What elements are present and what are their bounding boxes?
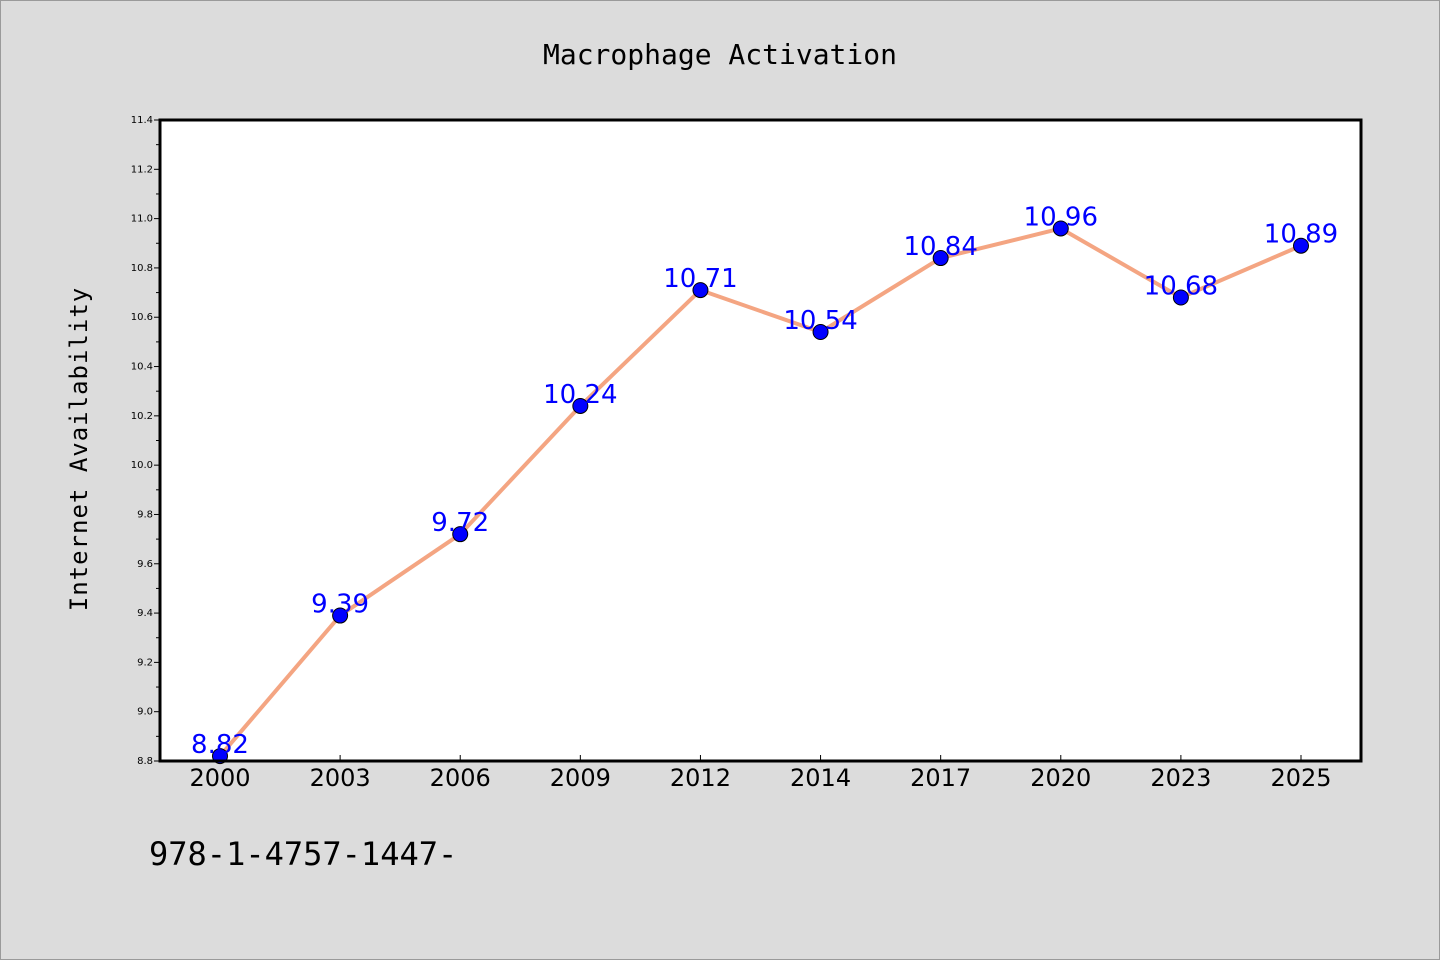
data-label: 9.39 <box>311 590 369 620</box>
data-label: 10.71 <box>663 264 737 294</box>
x-axis: 2000 2003 2006 2009 2012 2014 2017 2020 2023 2025 <box>189 755 1332 792</box>
data-point <box>1052 220 1069 237</box>
data-point <box>1293 237 1309 254</box>
data-point <box>452 526 469 543</box>
data-label: 10.54 <box>783 306 857 336</box>
data-label: 10.96 <box>1024 202 1098 232</box>
x-tick-label: 2023 <box>1150 764 1211 792</box>
y-tick-label: 8.8 <box>137 756 153 767</box>
plot-area <box>160 120 1361 761</box>
data-label: 9.72 <box>431 508 489 538</box>
y-tick-label: 11.4 <box>131 115 153 126</box>
y-tick-label: 10.6 <box>131 312 153 323</box>
series-layer: 8.82 9.39 9.72 10.24 10.71 10.54 10.84 10.96 10.… <box>191 202 1338 765</box>
y-tick-label: 10.4 <box>131 362 153 373</box>
data-point <box>692 282 709 299</box>
y-tick-label: 9.0 <box>137 707 153 718</box>
x-tick-label: 2014 <box>790 764 851 792</box>
y-tick-label: 10.2 <box>131 411 153 422</box>
y-tick-label: 9.6 <box>137 559 153 570</box>
data-point <box>932 250 949 267</box>
data-label: 8.82 <box>191 730 249 760</box>
x-tick-label: 2020 <box>1030 764 1091 792</box>
plot-frame <box>158 118 1363 763</box>
x-tick-label: 2025 <box>1270 764 1331 792</box>
data-label: 10.24 <box>543 380 617 410</box>
y-tick-label: 9.2 <box>137 657 153 668</box>
data-label: 10.84 <box>903 232 977 262</box>
series-line <box>218 226 1302 758</box>
y-tick-label: 11.0 <box>131 214 153 225</box>
data-label: 10.89 <box>1264 220 1338 250</box>
x-tick-label: 2017 <box>910 764 971 792</box>
data-point <box>812 324 829 341</box>
x-tick-label: 2003 <box>310 764 371 792</box>
y-axis-label: Internet Availability <box>65 287 93 611</box>
data-point <box>572 397 589 414</box>
x-tick-label: 2012 <box>670 764 731 792</box>
footer-text: 978-1-4757-1447- <box>149 835 457 873</box>
y-tick-label: 10.8 <box>131 263 153 274</box>
data-point <box>1172 289 1189 306</box>
y-tick-label: 9.4 <box>137 608 153 619</box>
x-tick-label: 2006 <box>430 764 491 792</box>
y-tick-label: 10.0 <box>131 460 153 471</box>
y-tick-label: 9.8 <box>137 509 153 520</box>
x-tick-label: 2000 <box>189 764 250 792</box>
data-point <box>332 607 349 624</box>
x-tick-label: 2009 <box>550 764 611 792</box>
chart-title: Macrophage Activation <box>543 38 897 71</box>
y-axis: 8.8 9.0 9.2 9.4 9.6 9.8 10.0 10.2 10.4 10.6 10.8 11… <box>131 115 160 767</box>
y-tick-label: 11.2 <box>131 164 153 175</box>
data-label: 10.68 <box>1144 272 1218 302</box>
